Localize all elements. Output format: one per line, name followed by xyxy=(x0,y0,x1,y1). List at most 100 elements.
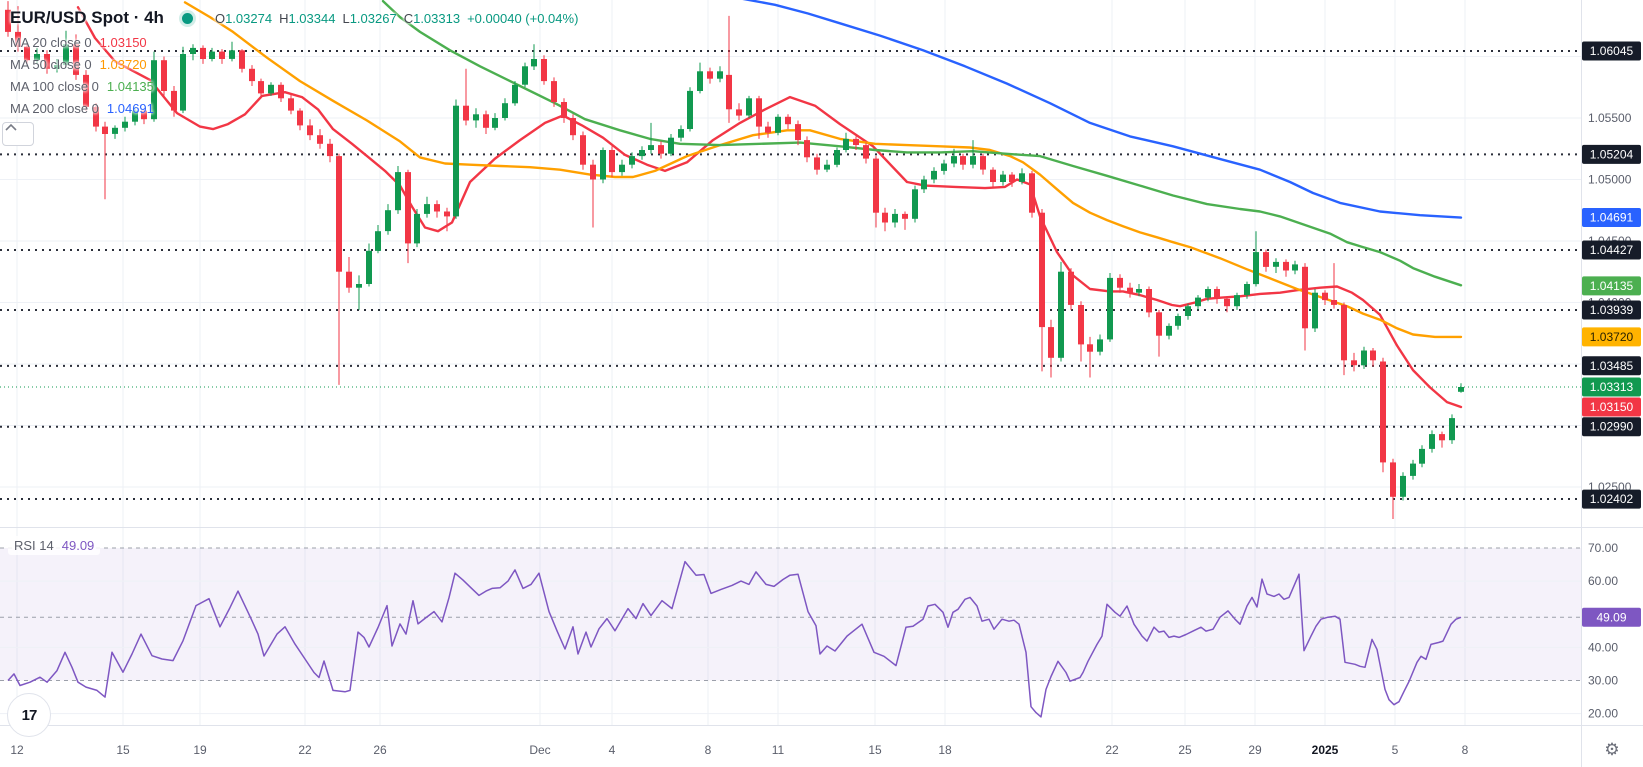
time-axis-settings-gear-icon[interactable]: ⚙ xyxy=(1604,740,1620,759)
ma200-line xyxy=(742,0,1463,219)
price-level-badge-text: 1.05204 xyxy=(1590,147,1634,161)
candle-body xyxy=(366,250,372,284)
price-level-badge xyxy=(1582,144,1641,164)
rsi-legend-row[interactable]: RSI 14 49.09 xyxy=(8,536,101,555)
candle-body xyxy=(970,156,976,165)
time-axis-label: 12 xyxy=(10,743,24,757)
time-axis-label: 22 xyxy=(298,743,312,757)
price-level-badge xyxy=(1582,417,1641,437)
candle-body xyxy=(1127,287,1133,293)
ma50-label: MA 50 close 0 xyxy=(10,57,92,72)
candle-body xyxy=(629,156,635,165)
candle-body xyxy=(180,54,186,111)
rsi-axis-label: 70.00 xyxy=(1588,541,1618,555)
ma20-line xyxy=(76,6,1463,409)
candle-body xyxy=(1322,292,1328,301)
candle-body xyxy=(1029,173,1035,213)
time-axis-label: 18 xyxy=(938,743,952,757)
candle-body xyxy=(1380,361,1386,463)
ma200-legend-row[interactable]: MA 200 close 0 1.04691 xyxy=(10,101,578,116)
candle-body xyxy=(843,138,849,150)
candle-body xyxy=(795,124,801,141)
candle-body xyxy=(512,84,518,104)
time-axis-label: 5 xyxy=(1392,743,1399,757)
candle-body xyxy=(1292,264,1298,271)
candle-body xyxy=(921,179,927,190)
pane-separator[interactable] xyxy=(0,527,1643,528)
price-axis-border xyxy=(1581,0,1582,767)
candle-body xyxy=(1331,300,1337,305)
candle-body xyxy=(687,90,693,129)
candle-body xyxy=(102,126,108,134)
price-axis-label: 1.05500 xyxy=(1588,111,1632,125)
candle-body xyxy=(434,204,440,212)
candle-body xyxy=(171,90,177,111)
candle-body xyxy=(824,164,830,170)
candle-body xyxy=(960,156,966,165)
candle-body xyxy=(1048,327,1054,358)
candle-body xyxy=(1283,261,1289,271)
ma100-legend-row[interactable]: MA 100 close 0 1.04135 xyxy=(10,79,578,94)
price-level-badge-text: 1.02990 xyxy=(1590,420,1634,434)
legend-collapse-button[interactable] xyxy=(2,122,34,146)
candle-body xyxy=(658,145,664,154)
price-level-badge xyxy=(1582,397,1641,417)
ma50-legend-row[interactable]: MA 50 close 0 1.03720 xyxy=(10,57,578,72)
price-level-badge xyxy=(1582,208,1641,227)
candle-body xyxy=(882,212,888,223)
candle-body xyxy=(1244,284,1250,296)
price-level-badge-text: 1.04691 xyxy=(1590,211,1634,225)
candle-body xyxy=(1439,434,1445,441)
close-prefix: C xyxy=(403,10,414,26)
candle-body xyxy=(1429,434,1435,449)
candle-body xyxy=(775,116,781,133)
price-level-badge xyxy=(1582,41,1641,61)
price-axis-label: 1.05000 xyxy=(1588,173,1632,187)
candle-body xyxy=(619,164,625,173)
candle-body xyxy=(1400,475,1406,497)
time-axis-label: 2025 xyxy=(1312,743,1339,757)
candle-body xyxy=(229,50,235,59)
candle-body xyxy=(453,105,459,217)
candle-body xyxy=(73,44,79,75)
candle-body xyxy=(980,156,986,170)
price-level-badge-text: 1.02402 xyxy=(1590,492,1634,506)
symbol-title[interactable]: EUR/USD Spot · 4h xyxy=(10,8,164,27)
price-level-badge xyxy=(1582,489,1641,509)
candle-body xyxy=(405,172,411,244)
high-prefix: H xyxy=(279,10,289,26)
candle-body xyxy=(112,127,118,134)
candle-body xyxy=(990,169,996,182)
candle-body xyxy=(931,170,937,180)
candle-body xyxy=(317,135,323,144)
candle-body xyxy=(1156,312,1162,336)
candle-body xyxy=(1449,418,1455,441)
rsi-axis-label: 40.00 xyxy=(1588,640,1618,654)
candle-body xyxy=(239,50,245,69)
candle-body xyxy=(1078,305,1084,345)
candle-body xyxy=(385,210,391,232)
rsi-axis-label: 30.00 xyxy=(1588,674,1618,688)
ma20-value: 1.03150 xyxy=(99,35,147,50)
candle-body xyxy=(249,68,255,82)
price-level-badge xyxy=(1582,240,1641,260)
ma20-legend-row[interactable]: MA 20 close 0 1.03150 xyxy=(10,35,578,50)
low-prefix: L xyxy=(342,10,350,26)
low-value: 1.03267 xyxy=(349,10,397,26)
candle-body xyxy=(1136,289,1142,293)
candle-body xyxy=(1302,266,1308,329)
candle-body xyxy=(756,98,762,127)
candle-body xyxy=(54,65,60,69)
candle-body xyxy=(609,150,615,173)
candle-body xyxy=(726,74,732,110)
candle-body xyxy=(1410,463,1416,476)
time-axis-label: 15 xyxy=(868,743,882,757)
ma100-label: MA 100 close 0 xyxy=(10,79,99,94)
candle-body xyxy=(1185,306,1191,316)
candle-body xyxy=(892,213,898,223)
candle-body xyxy=(570,118,576,136)
tradingview-logo[interactable]: 17 xyxy=(7,693,51,737)
candle-body xyxy=(336,156,342,272)
